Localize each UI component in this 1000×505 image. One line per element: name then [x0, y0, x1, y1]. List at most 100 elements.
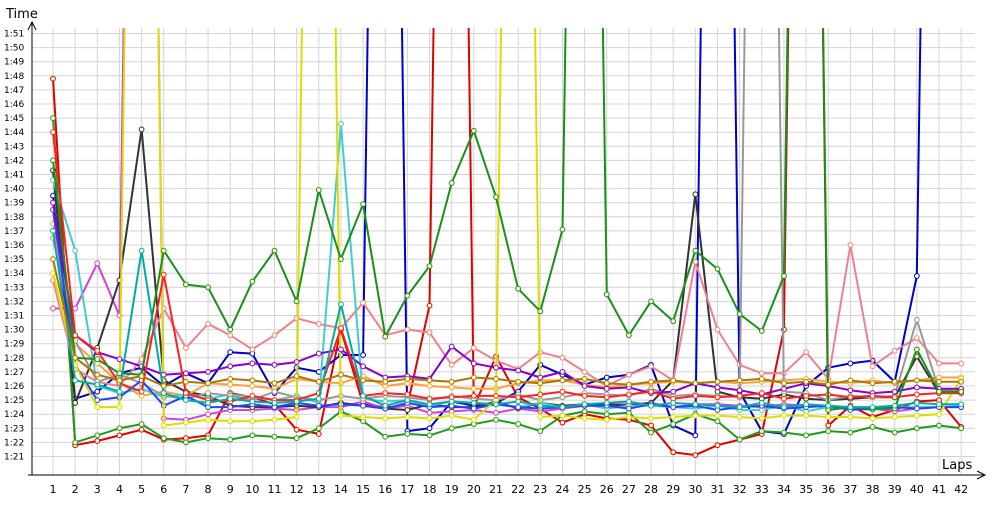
data-point — [692, 380, 699, 387]
series-group — [50, 28, 965, 458]
data-point — [160, 271, 167, 278]
data-point — [869, 392, 876, 399]
data-point — [537, 374, 544, 381]
data-point — [648, 429, 654, 436]
data-point — [50, 199, 56, 206]
data-point — [714, 402, 721, 409]
data-point — [493, 416, 499, 423]
data-point — [138, 388, 145, 395]
y-tick-label: 1:38 — [4, 213, 24, 223]
data-point — [736, 377, 743, 384]
data-point — [338, 120, 344, 127]
data-point — [50, 75, 56, 82]
data-point — [891, 429, 898, 436]
data-point — [293, 426, 300, 433]
data-point — [315, 350, 322, 357]
data-point — [581, 401, 588, 408]
data-point — [50, 228, 56, 234]
data-point — [869, 363, 876, 370]
y-tick-labels: 1:21 1:22 1:23 1:24 1:25 1:26 1:27 1:28 1:29 1:30… — [4, 30, 24, 463]
data-point — [227, 376, 234, 382]
data-point — [360, 299, 367, 306]
data-point — [913, 391, 920, 398]
data-point — [94, 404, 101, 411]
data-point — [869, 404, 876, 411]
data-point — [183, 378, 189, 385]
data-point — [94, 260, 101, 267]
data-point — [426, 383, 433, 389]
data-point — [891, 402, 898, 409]
data-point — [581, 369, 588, 375]
data-point — [537, 391, 544, 398]
x-tick-label: 7 — [182, 483, 189, 496]
data-point — [72, 247, 79, 254]
data-point — [891, 388, 898, 395]
data-point — [803, 392, 809, 399]
data-point — [626, 398, 632, 405]
data-point — [559, 404, 566, 411]
data-point — [913, 425, 920, 432]
data-point — [249, 377, 256, 384]
data-point — [138, 426, 145, 433]
data-point — [227, 363, 234, 370]
data-point — [448, 361, 455, 368]
data-point — [470, 385, 477, 392]
y-tick-label: 1:46 — [4, 100, 24, 110]
data-point — [847, 387, 854, 394]
data-point — [581, 392, 588, 399]
data-point — [94, 388, 101, 395]
data-point — [736, 436, 743, 443]
data-point — [958, 378, 965, 385]
data-point — [50, 115, 56, 121]
data-point — [426, 415, 433, 422]
x-tick-label: 15 — [356, 483, 370, 496]
x-tick-label: 3 — [94, 483, 101, 496]
x-tick-label: 14 — [334, 483, 348, 496]
data-point — [781, 412, 787, 419]
series-line — [52, 28, 962, 427]
data-point — [958, 401, 965, 408]
data-point — [515, 378, 522, 385]
data-point — [315, 431, 322, 437]
data-point — [958, 388, 965, 395]
series-line — [52, 223, 962, 397]
data-point — [249, 360, 256, 367]
data-point — [537, 402, 544, 409]
data-point — [958, 425, 965, 432]
data-point — [913, 273, 920, 279]
data-point — [581, 376, 588, 382]
data-point — [426, 401, 433, 408]
data-point — [714, 266, 721, 272]
y-axis-arrow — [27, 20, 37, 31]
data-point — [183, 390, 189, 396]
data-point — [426, 302, 433, 309]
data-point — [227, 436, 234, 443]
data-point — [293, 373, 300, 380]
data-point — [648, 363, 654, 370]
data-point — [470, 392, 477, 399]
data-point — [493, 409, 499, 416]
series-line — [52, 230, 962, 409]
data-point — [891, 347, 898, 354]
x-tick-label: 16 — [378, 483, 392, 496]
y-tick-label: 1:37 — [4, 227, 24, 237]
x-tick-label: 12 — [290, 483, 304, 496]
data-point — [847, 242, 854, 248]
data-point — [404, 414, 411, 420]
data-point — [936, 422, 942, 429]
x-tick-label: 2 — [72, 483, 79, 496]
data-point — [227, 326, 234, 333]
axes — [27, 20, 987, 480]
y-tick-label: 1:28 — [4, 354, 24, 364]
data-point — [559, 369, 566, 375]
data-point — [404, 407, 411, 413]
data-point — [94, 356, 101, 363]
data-point — [183, 419, 189, 426]
data-point — [736, 311, 743, 317]
data-point — [404, 376, 411, 382]
y-tick-label: 1:27 — [4, 368, 24, 378]
x-tick-labels: 1 2 3 4 5 6 7 8 9 10 11 12 13 14 15 16 17 18 19 20 21 22 23 24 2… — [50, 483, 969, 496]
data-point — [559, 419, 566, 426]
data-point — [758, 415, 765, 422]
x-tick-label: 5 — [138, 483, 145, 496]
